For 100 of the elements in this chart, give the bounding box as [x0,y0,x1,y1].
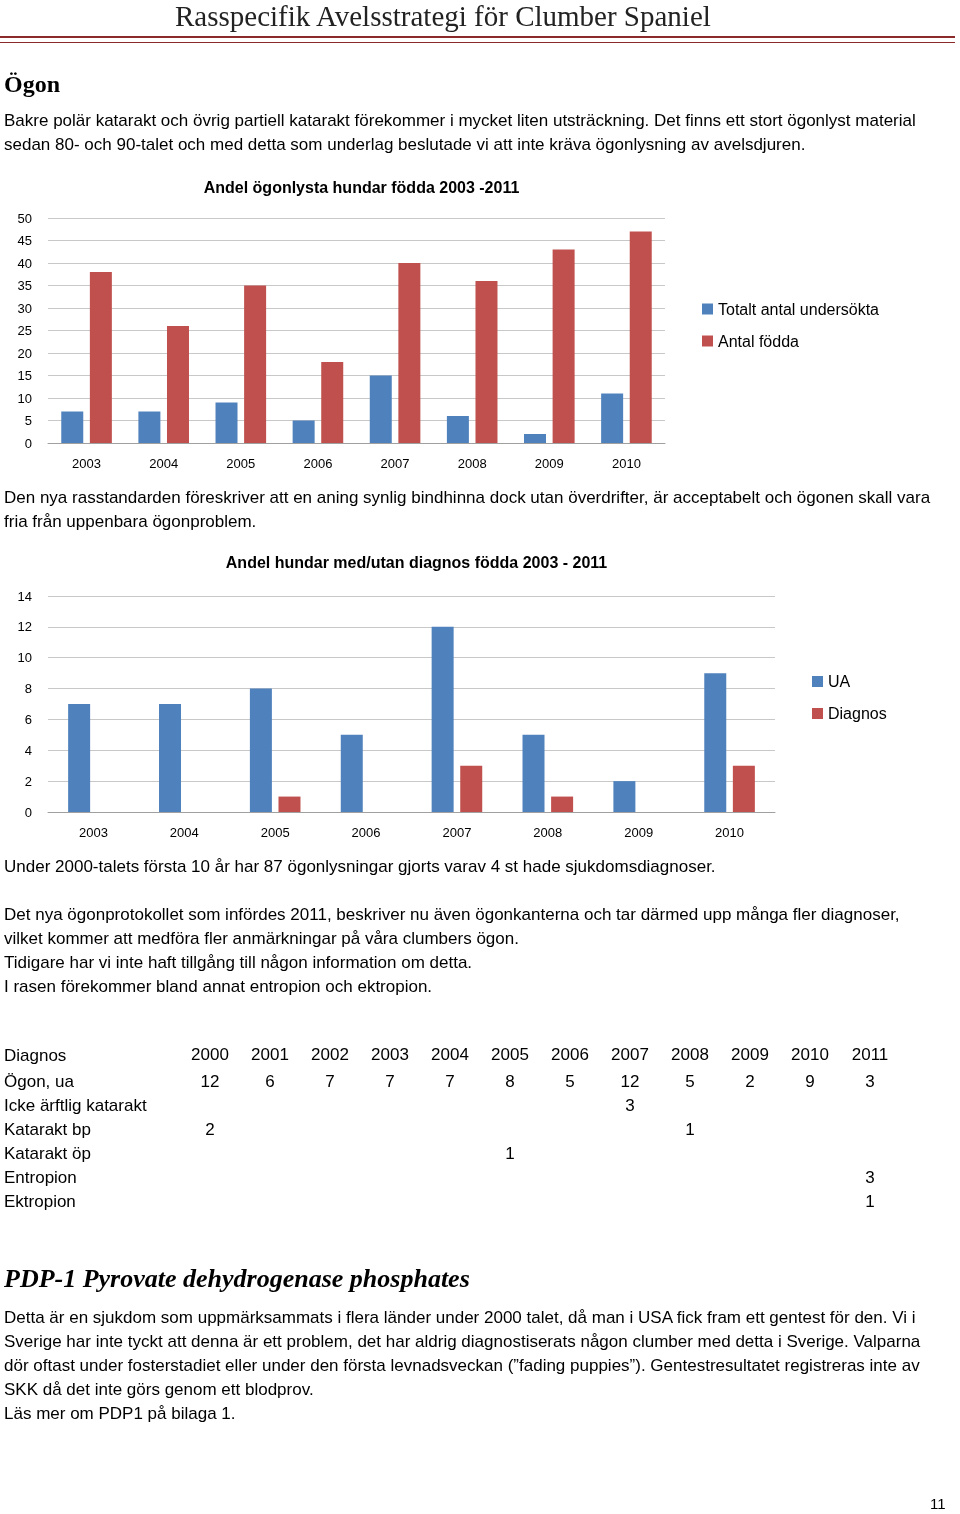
y-axis-title: Diagnos [4,1046,67,1065]
x-tick-label: 2010 [715,825,745,840]
x-tick-label: 2007 [611,1045,649,1064]
x-tick-label: 2008 [533,825,563,840]
x-tick-label: 2005 [226,456,256,471]
bar [249,688,272,812]
x-tick-label: 2009 [534,456,564,471]
bar [551,796,574,812]
text: Det nya ögonprotokollet som infördes 2011, beskriver nu även ögonkanterna och tar därmed upp många fler diagnoser, vilket kommer att medföra fler anmärkningar på våra clumbers ögon. [4,904,901,950]
x-tick-label: 2006 [551,1045,589,1064]
bar [552,249,575,443]
data-label: 12 [620,1071,640,1091]
bar [524,434,547,443]
x-tick-label: 2007 [380,456,410,471]
x-tick-label: 2001 [251,1045,289,1064]
bar [215,402,238,443]
x-tick-label: 2006 [303,456,333,471]
data-label: 1 [505,1143,515,1163]
text: Ögon [4,70,61,98]
data-label: 5 [685,1071,695,1091]
bar [321,362,344,443]
y-tick-label: 45 [17,233,32,248]
y-tick-label: Icke ärftlig katarakt [4,1095,147,1115]
y-tick-label: 40 [17,255,32,271]
bar [89,272,112,443]
text: Den nya rasstandarden föreskriver att en aning synlig bindhinna dock utan överdrifter, är acceptabelt och ögonen skall vara fria från uppenbara ögonproblem. [4,487,932,533]
x-tick-label: 2008 [671,1045,709,1064]
x-tick-label: 2009 [624,825,654,840]
x-tick-label: 2006 [351,825,381,840]
bar [68,704,91,812]
data-label: 2 [205,1119,215,1139]
text: Detta är en sjukdom som uppmärksammats i flera länder under 2000 talet, då man i USA fick fram ett gentest för den. Vi i Sverige har inte tyckt att denna är ett problem, det har aldrig diagnostiserats någon clumber med detta i Sverige. Valparna dör oftast under fosterstadiet eller under den första levnadsveckan (”fading puppies”). Gentestresultatet registreras inte av SKK då det inte görs genom ett blodprov. [4,1307,922,1401]
bar [629,231,652,443]
x-tick-label: 2007 [442,825,472,840]
x-tick-label: 2003 [72,456,102,471]
legend-label: UA [828,673,851,690]
y-tick-label: 0 [24,435,32,451]
bar [601,393,624,443]
y-tick-label: 0 [24,804,32,820]
bar [166,326,189,443]
y-tick-label: 4 [24,742,32,758]
chart-title: Andel ögonlysta hundar födda 2003 -2011 [203,178,520,196]
y-tick-label: Ögon, ua [4,1071,75,1091]
x-tick-label: 2005 [260,825,290,840]
y-tick-label: 8 [24,681,32,697]
data-label: 9 [805,1071,815,1091]
text: Tidigare har vi inte haft tillgång till någon information om detta. [4,952,474,974]
text: 11 [930,1494,947,1514]
x-tick-label: 2002 [311,1045,349,1064]
bar [475,281,498,443]
y-tick-label: Katarakt bp [4,1119,91,1139]
data-label: 5 [565,1071,575,1091]
y-tick-label: 5 [24,413,32,428]
text: Under 2000-talets första 10 år har 87 ögonlysningar gjorts varav 4 st hade sjukdomsdiagnoser. [4,856,717,878]
y-tick-label: 30 [17,300,32,316]
x-tick-label: 2003 [371,1045,409,1064]
bar [278,796,301,812]
bar [431,626,454,812]
y-tick-label: 15 [17,368,32,383]
x-tick-label: 2005 [491,1045,529,1064]
y-tick-label: Ektropion [4,1191,76,1211]
data-label: 2 [745,1071,755,1091]
data-label: 3 [625,1095,635,1115]
legend-label: Antal födda [718,332,800,350]
text: I rasen förekommer bland annat entropion och ektropion. [4,976,434,998]
bar [340,734,363,812]
bar [398,263,421,443]
data-label: 7 [445,1071,455,1091]
y-tick-label: 12 [17,619,32,635]
bar [244,285,267,443]
y-tick-label: 50 [17,210,32,226]
y-tick-label: 25 [17,323,32,338]
bar [138,411,161,443]
data-label: 1 [865,1191,875,1211]
bar [61,411,84,443]
y-tick-label: Entropion [4,1167,77,1187]
y-tick-label: 10 [17,390,32,406]
chart-title: Andel hundar med/utan diagnos födda 2003 - 2011 [225,553,608,571]
text: Läs mer om PDP1 på bilaga 1. [4,1403,237,1425]
x-tick-label: 2010 [791,1045,829,1064]
x-tick-label: 2004 [169,825,199,840]
x-tick-label: 2000 [191,1045,229,1064]
bar [460,765,483,812]
y-tick-label: 35 [17,278,32,293]
text: PDP-1 Pyrovate dehydrogenase phosphates [4,1263,471,1295]
x-tick-label: 2003 [78,825,108,840]
bar [292,420,315,443]
bar [732,765,755,812]
data-label: 7 [325,1071,335,1091]
legend-label: Diagnos [828,705,887,722]
x-tick-label: 2009 [731,1045,769,1064]
text: Bakre polär katarakt och övrig partiell katarakt förekommer i mycket liten utsträckning. Det finns ett stort ögonlyst material sedan 80- och 90-talet och med detta som underlag beslutade vi att inte kräva ögonlysning av avelsdjuren. [4,110,917,156]
bar [613,781,636,812]
y-tick-label: 6 [24,711,32,727]
bar [159,704,182,812]
data-label: 12 [200,1071,220,1091]
data-label: 1 [685,1119,695,1139]
data-label: 3 [865,1167,875,1187]
data-label: 7 [385,1071,395,1091]
x-tick-label: 2004 [431,1045,469,1064]
